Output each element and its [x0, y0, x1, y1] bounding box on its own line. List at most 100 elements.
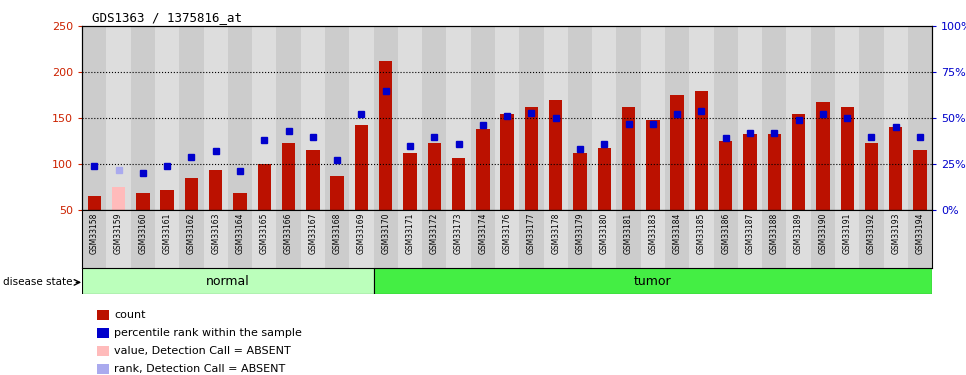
Bar [665, 26, 690, 210]
Bar [282, 143, 296, 210]
Bar [495, 210, 520, 268]
Bar [500, 114, 514, 210]
Bar [106, 210, 130, 268]
Bar [106, 26, 130, 210]
Bar [446, 210, 470, 268]
Bar [374, 26, 398, 210]
Bar [160, 190, 174, 210]
Bar [744, 134, 756, 210]
Text: GSM33180: GSM33180 [600, 213, 609, 254]
Text: count: count [114, 310, 146, 320]
Bar [88, 196, 100, 210]
Bar [816, 102, 830, 210]
Text: GSM33178: GSM33178 [552, 213, 560, 254]
Bar [768, 134, 781, 210]
Bar [228, 210, 252, 268]
Bar [568, 210, 592, 268]
Bar [330, 176, 344, 210]
Bar [835, 210, 860, 268]
Text: GSM33158: GSM33158 [90, 213, 99, 254]
Bar [306, 150, 320, 210]
Bar [792, 114, 806, 210]
Text: GSM33166: GSM33166 [284, 213, 293, 254]
Text: GSM33184: GSM33184 [672, 213, 682, 254]
Bar [640, 26, 665, 210]
Text: GSM33164: GSM33164 [236, 213, 244, 254]
Text: GSM33170: GSM33170 [382, 213, 390, 254]
Text: GSM33189: GSM33189 [794, 213, 803, 254]
Bar [470, 210, 495, 268]
Bar [112, 187, 126, 210]
Bar [180, 26, 204, 210]
Bar [276, 210, 300, 268]
Bar [665, 210, 690, 268]
Bar [374, 268, 932, 294]
Bar [276, 26, 300, 210]
Bar [325, 210, 350, 268]
Bar [300, 210, 325, 268]
Bar [234, 194, 246, 210]
Text: GSM33188: GSM33188 [770, 213, 779, 254]
Bar [738, 210, 762, 268]
Bar [865, 143, 878, 210]
Bar [325, 26, 350, 210]
Bar [470, 26, 495, 210]
Text: GSM33192: GSM33192 [867, 213, 876, 254]
Bar [908, 210, 932, 268]
Bar [889, 128, 902, 210]
Bar [544, 210, 568, 268]
Bar [422, 26, 446, 210]
Bar [476, 129, 490, 210]
Bar [786, 210, 810, 268]
Text: GSM33186: GSM33186 [722, 213, 730, 254]
Bar [252, 210, 276, 268]
Text: GSM33167: GSM33167 [308, 213, 318, 254]
Bar [598, 148, 611, 210]
Bar [695, 91, 708, 210]
Bar [592, 26, 616, 210]
Bar [549, 100, 562, 210]
Bar [520, 26, 544, 210]
Text: GSM33174: GSM33174 [478, 213, 488, 254]
Bar [640, 210, 665, 268]
Text: normal: normal [206, 275, 250, 288]
Bar [670, 95, 684, 210]
Bar [908, 26, 932, 210]
Bar [544, 26, 568, 210]
Bar [525, 107, 538, 210]
Text: GSM33162: GSM33162 [186, 213, 196, 254]
Text: GSM33168: GSM33168 [332, 213, 342, 254]
Bar [398, 26, 422, 210]
Text: GSM33176: GSM33176 [502, 213, 512, 254]
Bar [884, 26, 908, 210]
Bar [155, 210, 180, 268]
Bar [204, 26, 228, 210]
Bar [719, 141, 732, 210]
Bar [446, 26, 470, 210]
Bar [379, 61, 392, 210]
Bar [810, 26, 835, 210]
Text: rank, Detection Call = ABSENT: rank, Detection Call = ABSENT [114, 364, 285, 374]
Bar [884, 210, 908, 268]
Bar [82, 268, 374, 294]
Text: GSM33190: GSM33190 [818, 213, 828, 254]
Bar [622, 107, 636, 210]
Text: GSM33185: GSM33185 [696, 213, 706, 254]
Text: percentile rank within the sample: percentile rank within the sample [114, 328, 301, 338]
Bar [374, 210, 398, 268]
Text: GSM33193: GSM33193 [892, 213, 900, 254]
Text: tumor: tumor [634, 275, 671, 288]
Bar [520, 210, 544, 268]
Text: GSM33165: GSM33165 [260, 213, 269, 254]
Bar [860, 26, 884, 210]
Bar [300, 26, 325, 210]
Bar [398, 210, 422, 268]
Bar [209, 171, 222, 210]
Text: GSM33159: GSM33159 [114, 213, 123, 254]
Bar [738, 26, 762, 210]
Text: GSM33194: GSM33194 [916, 213, 924, 254]
Text: value, Detection Call = ABSENT: value, Detection Call = ABSENT [114, 346, 291, 356]
Bar [404, 153, 416, 210]
Text: GSM33169: GSM33169 [356, 213, 366, 254]
Text: GSM33179: GSM33179 [576, 213, 584, 254]
